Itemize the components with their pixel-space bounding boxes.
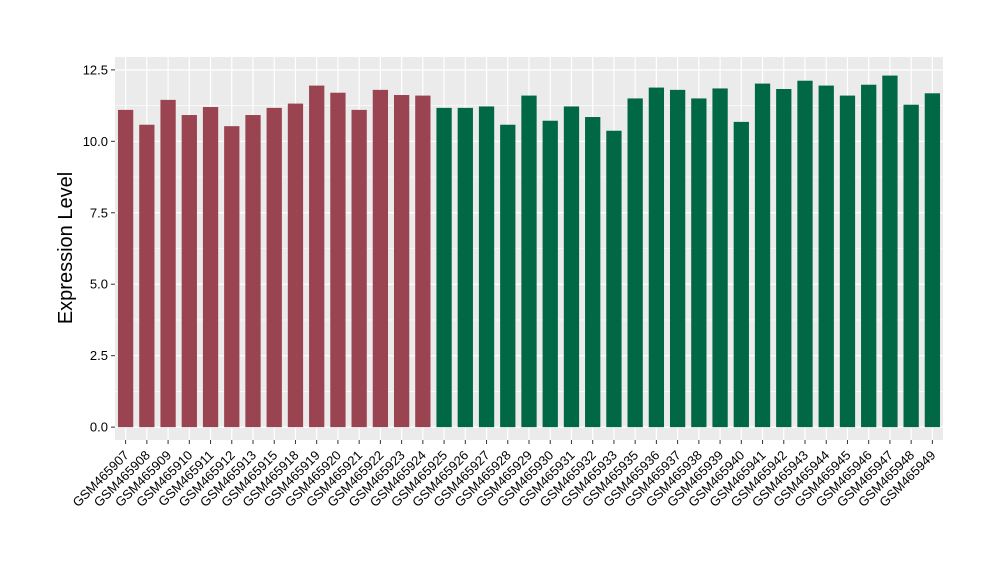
y-tick-label: 2.5 bbox=[90, 348, 108, 363]
bar-GSM465923 bbox=[393, 95, 410, 428]
bar-GSM465941 bbox=[754, 83, 771, 428]
bar-GSM465943 bbox=[797, 80, 813, 428]
bar-GSM465922 bbox=[372, 89, 389, 428]
bar-GSM465928 bbox=[500, 124, 516, 428]
y-tick-label: 12.5 bbox=[83, 62, 108, 77]
bar-GSM465913 bbox=[245, 115, 261, 428]
bar-GSM465921 bbox=[351, 109, 367, 428]
bar-GSM465939 bbox=[712, 88, 728, 428]
bar-GSM465924 bbox=[415, 95, 431, 428]
bar-GSM465935 bbox=[627, 98, 643, 428]
bar-GSM465909 bbox=[160, 99, 176, 428]
y-tick-label: 10.0 bbox=[83, 134, 108, 149]
bar-GSM465946 bbox=[861, 84, 877, 428]
bar-GSM465930 bbox=[542, 120, 558, 428]
bar-GSM465936 bbox=[648, 87, 665, 428]
bar-GSM465945 bbox=[839, 95, 856, 428]
bar-GSM465948 bbox=[903, 104, 919, 428]
bar-GSM465926 bbox=[457, 107, 473, 428]
bar-GSM465932 bbox=[585, 117, 601, 428]
y-axis-title: Expression Level bbox=[55, 172, 77, 324]
bar-GSM465910 bbox=[181, 115, 197, 428]
bar-GSM465937 bbox=[669, 89, 686, 428]
y-tick-label: 7.5 bbox=[90, 205, 108, 220]
bars bbox=[117, 75, 941, 428]
bar-GSM465949 bbox=[924, 93, 941, 428]
bar-GSM465908 bbox=[139, 124, 155, 428]
bar-GSM465918 bbox=[287, 103, 304, 428]
x-axis: GSM465907GSM465908GSM465909GSM465910GSM4… bbox=[70, 440, 939, 510]
bar-GSM465919 bbox=[309, 85, 325, 428]
bar-GSM465944 bbox=[818, 85, 834, 428]
y-tick-label: 5.0 bbox=[90, 277, 108, 292]
y-tick-label: 0.0 bbox=[90, 420, 108, 435]
bar-GSM465912 bbox=[224, 126, 240, 428]
bar-GSM465938 bbox=[691, 98, 707, 428]
bar-GSM465907 bbox=[117, 109, 134, 428]
bar-GSM465940 bbox=[733, 121, 749, 428]
bar-GSM465933 bbox=[606, 130, 622, 428]
y-axis: 0.0 2.5 5.0 7.5 10.0 12.5 bbox=[83, 62, 115, 435]
bar-GSM465947 bbox=[882, 75, 898, 428]
bar-GSM465911 bbox=[202, 107, 219, 428]
bar-GSM465925 bbox=[436, 107, 452, 428]
bar-GSM465929 bbox=[521, 95, 537, 428]
bar-GSM465915 bbox=[266, 107, 282, 428]
bar-GSM465931 bbox=[563, 106, 580, 428]
bar-GSM465927 bbox=[478, 106, 495, 428]
bar-GSM465920 bbox=[330, 92, 346, 428]
bar-GSM465942 bbox=[776, 89, 792, 428]
